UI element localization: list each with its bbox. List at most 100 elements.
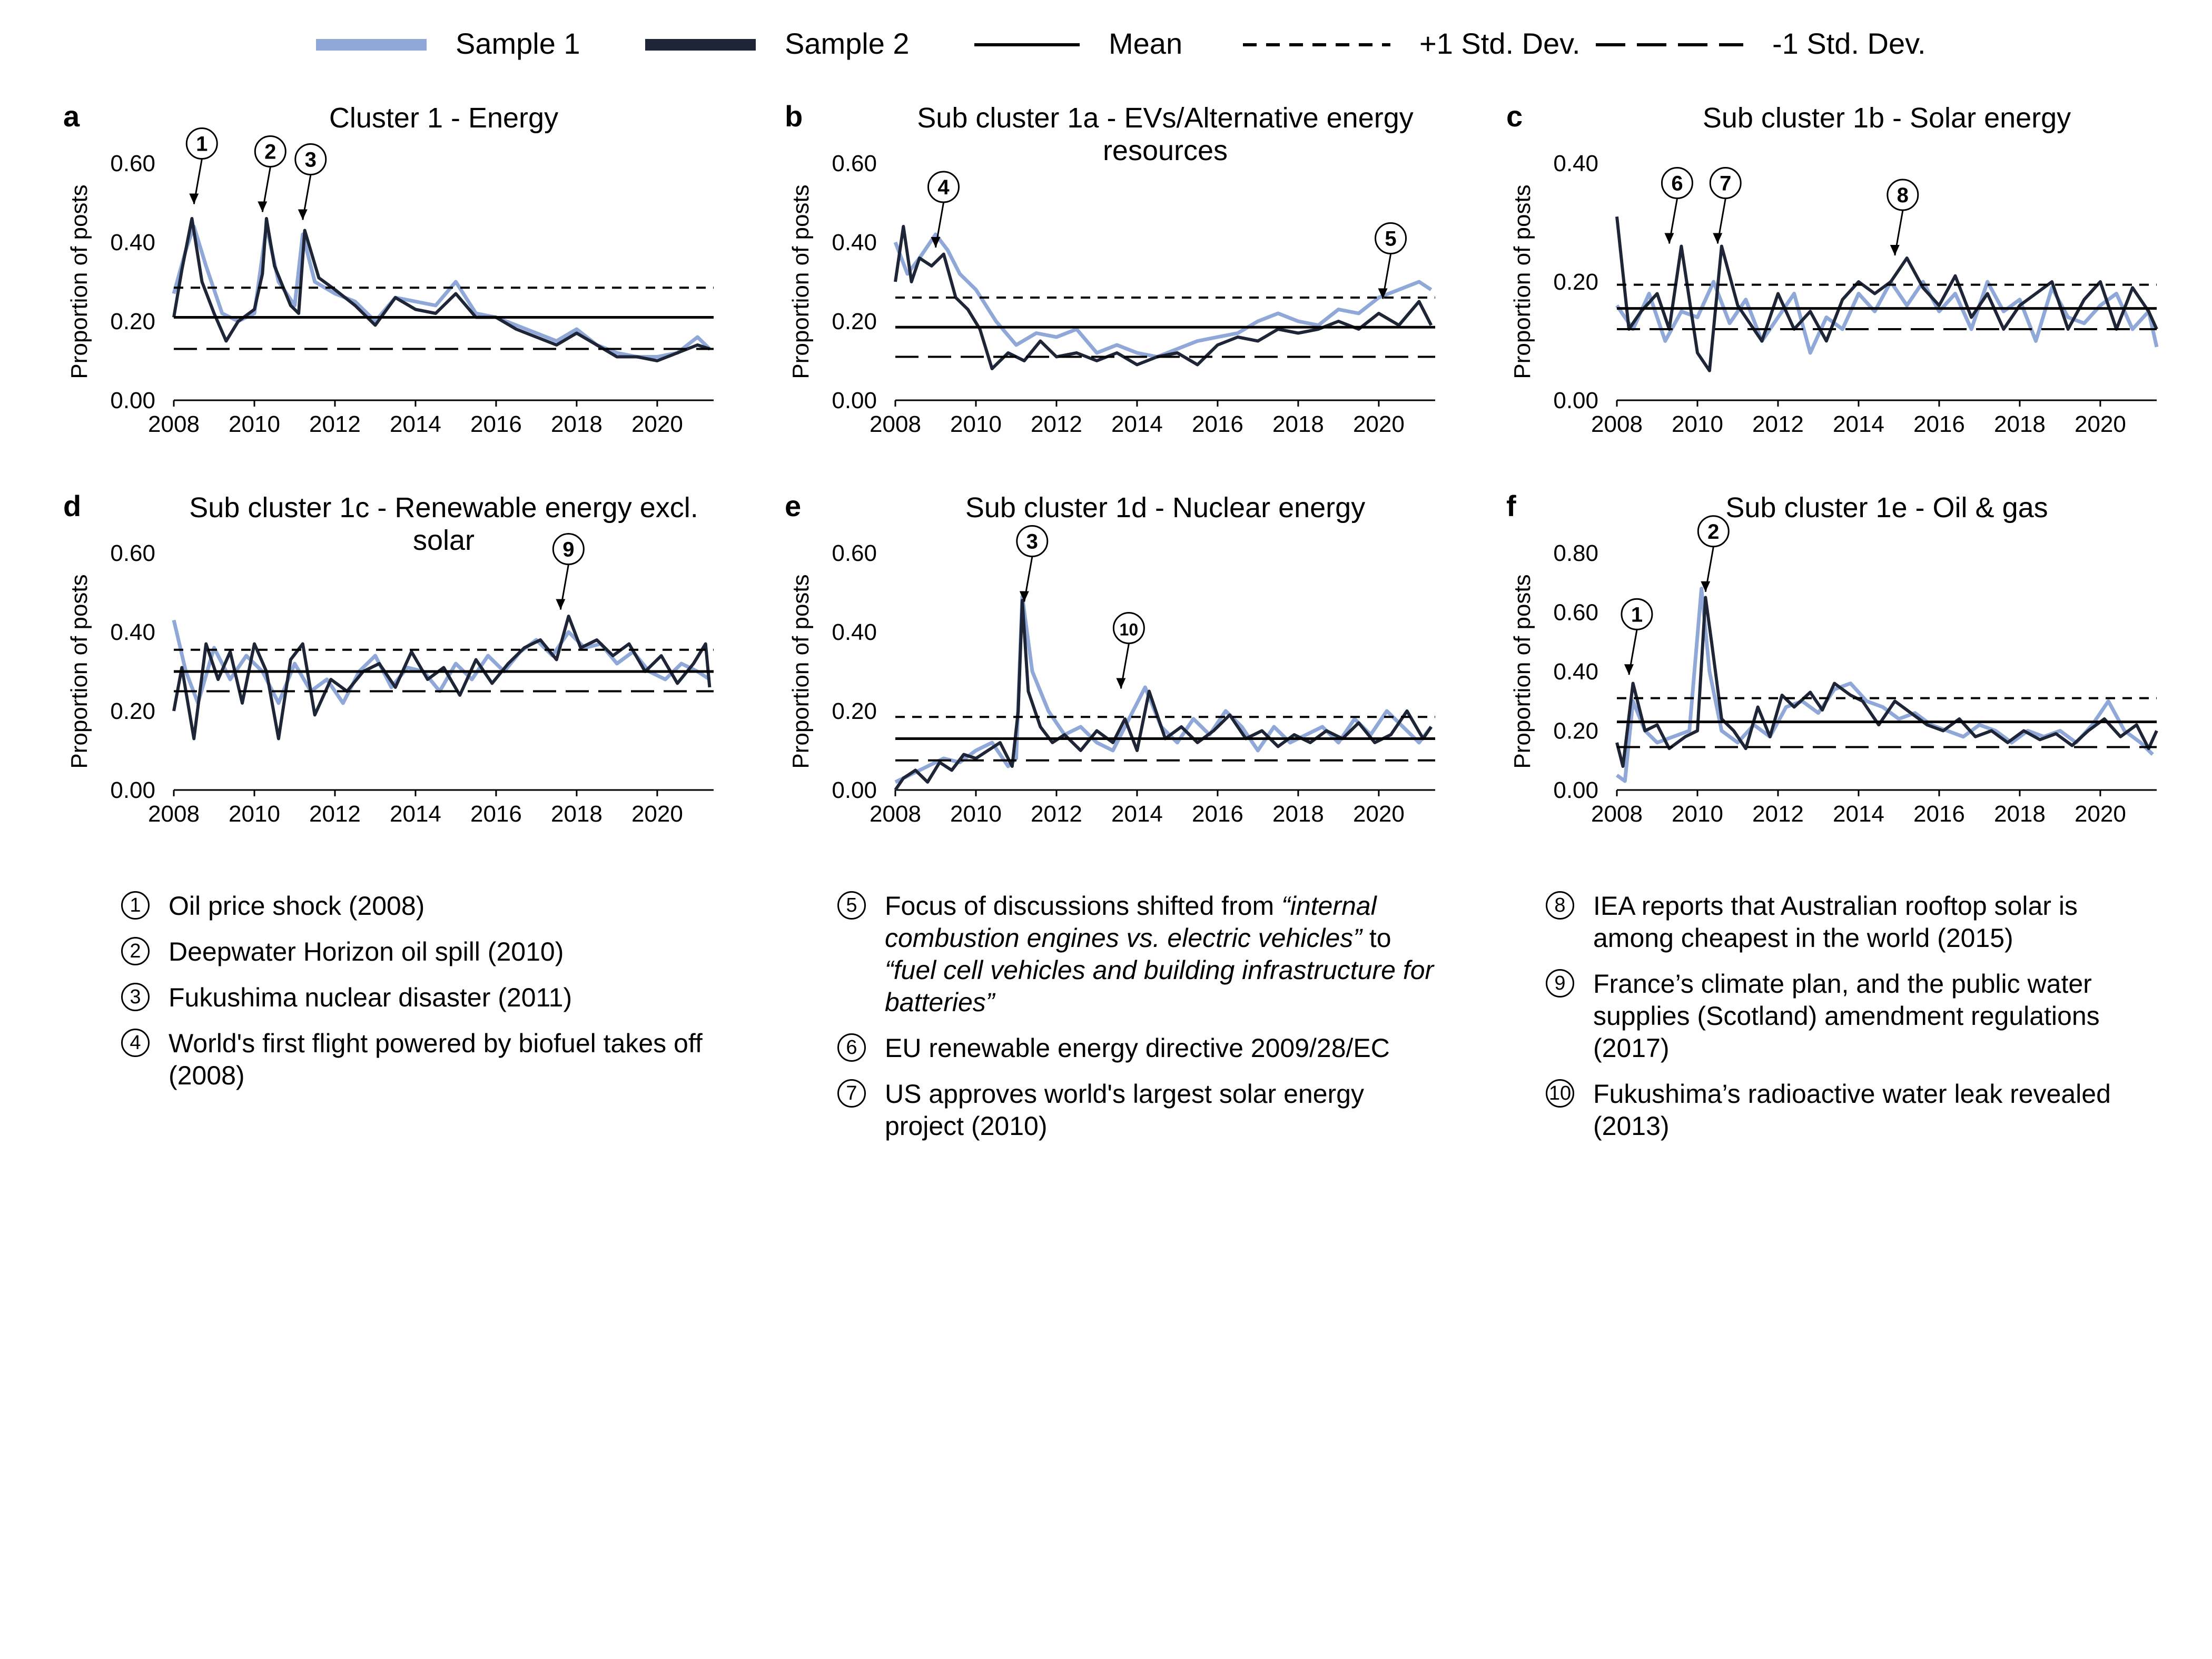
panel-c: c Sub cluster 1b - Solar energy Proportion… bbox=[1501, 95, 2196, 437]
y-tick-label: 0.00 bbox=[110, 777, 155, 803]
y-tick-label: 0.60 bbox=[832, 151, 877, 176]
note-text: World's first flight powered by biofuel … bbox=[169, 1029, 703, 1090]
annotation-number: 6 bbox=[1671, 172, 1683, 195]
note-item: 9 France’s climate plan, and the public w… bbox=[1546, 968, 2151, 1064]
chart-title-line: solar bbox=[413, 525, 475, 556]
annotation-number: 1 bbox=[196, 133, 208, 156]
x-tick-label: 2012 bbox=[1752, 801, 1804, 827]
legend-svg: Sample 1 Sample 2 Mean +1 Std. Dev. -1 Std. … bbox=[316, 27, 1926, 60]
x-tick-label: 2008 bbox=[148, 411, 200, 437]
series-sample-1 bbox=[172, 224, 711, 359]
legend-label: Mean bbox=[1109, 27, 1182, 60]
x-tick-label: 2016 bbox=[470, 801, 522, 827]
note-text: IEA reports that Australian rooftop sola… bbox=[1593, 891, 2078, 953]
series-sample-2 bbox=[172, 217, 710, 362]
chart-title-line: Sub cluster 1a - EVs/Alternative energy bbox=[917, 102, 1413, 134]
y-tick-label: 0.60 bbox=[110, 151, 155, 176]
arrow-head-icon bbox=[1019, 591, 1029, 602]
x-tick-label: 2012 bbox=[309, 411, 361, 437]
note-item: 6 EU renewable energy directive 2009/28/E… bbox=[837, 1032, 1443, 1064]
annotation-marker: 4 bbox=[927, 171, 960, 248]
chart-svg: c Sub cluster 1b - Solar energy Proportion… bbox=[1506, 100, 2159, 437]
y-tick-label: 0.80 bbox=[1553, 540, 1598, 566]
annotation-circle bbox=[254, 135, 287, 167]
chart-svg: a Cluster 1 - Energy Proportion of posts 0.… bbox=[63, 100, 714, 437]
legend: Sample 1 Sample 2 Mean +1 Std. Dev. -1 Std. … bbox=[0, 21, 2212, 68]
y-tick-label: 0.40 bbox=[110, 230, 155, 255]
note-item: 3 Fukushima nuclear disaster (2011) bbox=[121, 982, 711, 1014]
annotation-marker: 2 bbox=[254, 135, 287, 212]
x-tick-label: 2018 bbox=[1994, 801, 2046, 827]
y-tick-label: 0.20 bbox=[110, 309, 155, 334]
annotation-circle bbox=[1697, 515, 1730, 548]
note-text: Deepwater Horizon oil spill (2010) bbox=[169, 937, 564, 966]
note-text: Focus of discussions shifted from “inter… bbox=[885, 891, 1434, 1017]
legend-item: -1 Std. Dev. bbox=[1596, 27, 1926, 60]
annotation-number: 10 bbox=[1120, 620, 1139, 639]
x-tick-label: 2014 bbox=[390, 411, 441, 437]
annotation-number: 3 bbox=[305, 149, 317, 172]
chart-title-line: resources bbox=[1103, 135, 1228, 166]
x-tick-label: 2014 bbox=[1833, 411, 1884, 437]
series-sample-2 bbox=[894, 599, 1433, 791]
annotation-marker: 1 bbox=[185, 127, 218, 204]
notes-column-3: 8 IEA reports that Australian rooftop sol… bbox=[1546, 890, 2151, 1156]
chart-title-line: Cluster 1 - Energy bbox=[329, 102, 558, 134]
x-tick-label: 2018 bbox=[551, 411, 603, 437]
annotation-number: 8 bbox=[1897, 184, 1909, 207]
annotation-marker: 2 bbox=[1697, 515, 1730, 592]
note-number-badge: 7 bbox=[837, 1079, 866, 1108]
annotation-marker: 9 bbox=[552, 533, 585, 610]
note-text: US approves world's largest solar energy… bbox=[885, 1079, 1364, 1141]
y-tick-label: 0.40 bbox=[1553, 659, 1598, 685]
x-tick-label: 2020 bbox=[1353, 801, 1405, 827]
x-tick-label: 2020 bbox=[631, 411, 683, 437]
series-sample-2 bbox=[894, 225, 1433, 370]
note-text: Fukushima’s radioactive water leak revea… bbox=[1593, 1079, 2111, 1141]
annotation-circle bbox=[185, 127, 218, 160]
note-text: EU renewable energy directive 2009/28/EC bbox=[885, 1033, 1390, 1063]
annotation-marker: 3 bbox=[1016, 525, 1049, 602]
panel-f: f Sub cluster 1e - Oil & gas Proportion of… bbox=[1501, 485, 2196, 827]
note-number-badge: 10 bbox=[1546, 1079, 1574, 1108]
x-tick-label: 2010 bbox=[229, 801, 280, 827]
notes-column-1: 1 Oil price shock (2008) 2 Deepwater Horizo… bbox=[121, 890, 711, 1105]
panel-letter: c bbox=[1506, 100, 1523, 133]
annotation-circle bbox=[1112, 612, 1145, 644]
note-item: 1 Oil price shock (2008) bbox=[121, 890, 711, 922]
annotation-circle bbox=[1887, 179, 1919, 211]
x-tick-label: 2020 bbox=[1353, 411, 1405, 437]
x-tick-label: 2020 bbox=[2075, 801, 2126, 827]
chart-title: Sub cluster 1d - Nuclear energy bbox=[965, 492, 1365, 524]
panel-letter: d bbox=[63, 489, 81, 522]
annotation-number: 5 bbox=[1385, 228, 1396, 251]
series-sample-2 bbox=[1615, 216, 2158, 372]
arrow-head-icon bbox=[1378, 288, 1388, 299]
annotation-circle bbox=[294, 143, 327, 175]
y-axis-label: Proportion of posts bbox=[66, 574, 92, 768]
note-item: 5 Focus of discussions shifted from “inte… bbox=[837, 890, 1443, 1019]
annotation-number: 7 bbox=[1720, 172, 1731, 195]
chart-title: Sub cluster 1e - Oil & gas bbox=[1725, 492, 2048, 524]
y-tick-label: 0.40 bbox=[110, 619, 155, 645]
note-item: 4 World's first flight powered by biofuel… bbox=[121, 1028, 711, 1092]
annotation-circle bbox=[1661, 167, 1693, 199]
x-tick-label: 2008 bbox=[870, 411, 921, 437]
arrow-head-icon bbox=[1116, 678, 1126, 689]
arrow-head-icon bbox=[1624, 664, 1634, 675]
y-tick-label: 0.20 bbox=[832, 698, 877, 724]
arrow-head-icon bbox=[556, 599, 566, 610]
y-tick-label: 0.00 bbox=[832, 388, 877, 413]
note-item: 8 IEA reports that Australian rooftop sol… bbox=[1546, 890, 2151, 954]
y-tick-label: 0.40 bbox=[1553, 151, 1598, 176]
legend-item: Mean bbox=[974, 27, 1182, 60]
note-text: Oil price shock (2008) bbox=[169, 891, 425, 921]
arrow-head-icon bbox=[298, 209, 308, 220]
x-tick-label: 2008 bbox=[870, 801, 921, 827]
y-axis-label: Proportion of posts bbox=[1509, 184, 1535, 379]
chart-title-line: Sub cluster 1e - Oil & gas bbox=[1725, 492, 2048, 524]
legend-label: +1 Std. Dev. bbox=[1419, 27, 1581, 60]
annotation-number: 9 bbox=[562, 538, 574, 561]
x-tick-label: 2016 bbox=[1192, 801, 1243, 827]
y-tick-label: 0.40 bbox=[832, 230, 877, 255]
